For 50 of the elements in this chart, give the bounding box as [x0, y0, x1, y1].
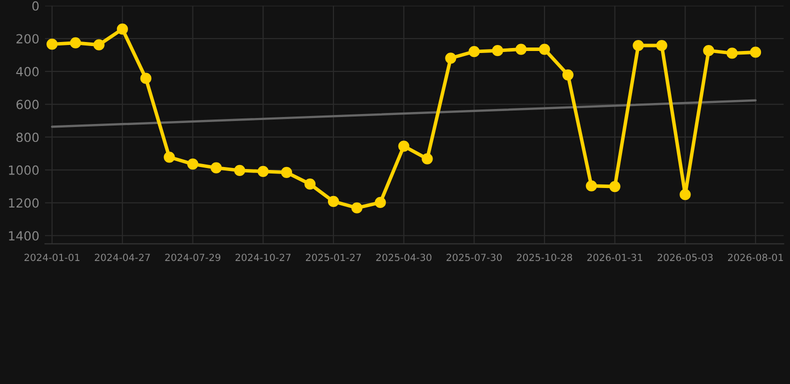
- point: [281, 166, 292, 178]
- point: [422, 153, 433, 164]
- point: [609, 180, 620, 192]
- y-tick-label: 200: [16, 34, 39, 44]
- x-tick-label: 2025-07-30: [446, 254, 502, 262]
- point: [632, 40, 644, 52]
- point: [656, 40, 668, 52]
- point: [445, 52, 456, 64]
- point: [328, 196, 340, 208]
- y-tick-label: 800: [16, 132, 39, 142]
- point: [70, 37, 82, 48]
- point: [234, 164, 246, 176]
- x-tick-label: 2025-04-30: [376, 254, 432, 262]
- y-tick-label: 400: [16, 66, 39, 76]
- point: [187, 158, 198, 170]
- point: [703, 45, 714, 56]
- point: [538, 44, 550, 55]
- point: [116, 24, 128, 35]
- y-tick-label: 1400: [9, 231, 39, 241]
- y-tick-label: 1000: [9, 165, 39, 175]
- point: [304, 178, 316, 190]
- point: [515, 44, 527, 55]
- x-tick-label: 2025-01-27: [306, 254, 361, 262]
- y-tick-label: 600: [16, 100, 39, 110]
- point: [46, 38, 58, 50]
- point: [93, 39, 105, 50]
- x-tick-label: 2024-10-27: [236, 254, 291, 262]
- y-tick-label: 1200: [9, 198, 39, 208]
- point: [140, 72, 152, 84]
- point: [398, 140, 410, 152]
- y-tick-label: 0: [32, 1, 39, 11]
- point: [351, 202, 362, 214]
- x-tick-label: 2024-07-29: [165, 254, 220, 262]
- x-tick-label: 2026-08-01: [728, 254, 783, 262]
- x-tick-label: 2025-10-28: [516, 254, 572, 262]
- point: [726, 48, 738, 59]
- point: [562, 69, 574, 80]
- point: [492, 45, 504, 56]
- x-tick-label: 2026-05-03: [658, 254, 713, 262]
- point: [374, 196, 386, 208]
- point: [586, 180, 597, 192]
- point: [258, 166, 269, 177]
- x-tick-label: 2026-01-31: [587, 254, 642, 262]
- point: [750, 46, 762, 58]
- point: [164, 152, 175, 163]
- point: [210, 162, 222, 174]
- point: [680, 189, 691, 200]
- x-tick-label: 2024-04-27: [94, 254, 150, 262]
- x-tick-label: 2024-01-01: [24, 254, 80, 262]
- point: [468, 46, 480, 58]
